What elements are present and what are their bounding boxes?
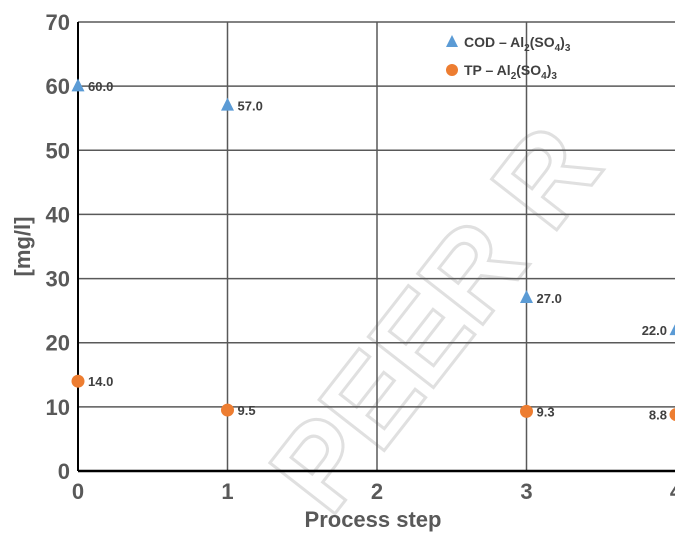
y-tick-label-0: 0 <box>58 459 70 484</box>
legend-marker-0 <box>446 35 458 47</box>
y-tick-label-70: 70 <box>46 10 70 35</box>
data-points: 60.0 57.0 27.0 22.0 14.0 9.5 9.3 8.8 <box>71 78 675 423</box>
y-tick-label-60: 60 <box>46 74 70 99</box>
y-tick-label-50: 50 <box>46 138 70 163</box>
grid <box>78 21 675 471</box>
series-0-label-2: 27.0 <box>537 291 562 306</box>
series-1-label-3: 8.8 <box>649 408 667 423</box>
y-tick-labels: 0 10 20 30 40 50 60 70 <box>46 10 70 484</box>
series-1-point-2 <box>520 404 533 418</box>
x-tick-label-2: 2 <box>371 479 383 504</box>
y-tick-label-10: 10 <box>46 395 70 420</box>
series-1-point-1 <box>221 403 234 417</box>
legend-marker-1 <box>446 64 458 76</box>
axes <box>77 22 675 473</box>
x-tick-labels: 0 1 2 3 4 <box>72 479 675 504</box>
series-0-label-3: 22.0 <box>642 323 667 338</box>
watermark: PEER R <box>245 101 626 533</box>
series-0-point-1 <box>221 97 234 111</box>
y-axis-title: [mg/l] <box>10 217 35 277</box>
series-0-label-1: 57.0 <box>238 98 263 113</box>
series-1-label-1: 9.5 <box>238 403 256 418</box>
y-tick-label-40: 40 <box>46 202 70 227</box>
x-tick-label-4: 4 <box>670 479 675 504</box>
legend: COD – Al2(SO4)3 TP – Al2(SO4)3 <box>446 34 571 82</box>
x-axis-title: Process step <box>305 507 442 532</box>
series-1-point-0 <box>71 374 85 388</box>
series-0-point-2 <box>520 290 533 304</box>
series-0-label-0: 60.0 <box>88 79 113 94</box>
series-1-point-3 <box>669 408 675 421</box>
series-0-point-0 <box>71 78 85 92</box>
legend-label-0: COD – Al2(SO4)3 <box>464 34 571 54</box>
y-tick-label-30: 30 <box>46 267 70 292</box>
series-0-point-3 <box>669 324 675 336</box>
x-tick-label-0: 0 <box>72 479 84 504</box>
y-tick-label-20: 20 <box>46 331 70 356</box>
x-tick-label-3: 3 <box>520 479 532 504</box>
series-1-label-2: 9.3 <box>537 404 555 419</box>
series-1-label-0: 14.0 <box>88 374 113 389</box>
x-tick-label-1: 1 <box>221 479 233 504</box>
legend-label-1: TP – Al2(SO4)3 <box>464 62 557 82</box>
